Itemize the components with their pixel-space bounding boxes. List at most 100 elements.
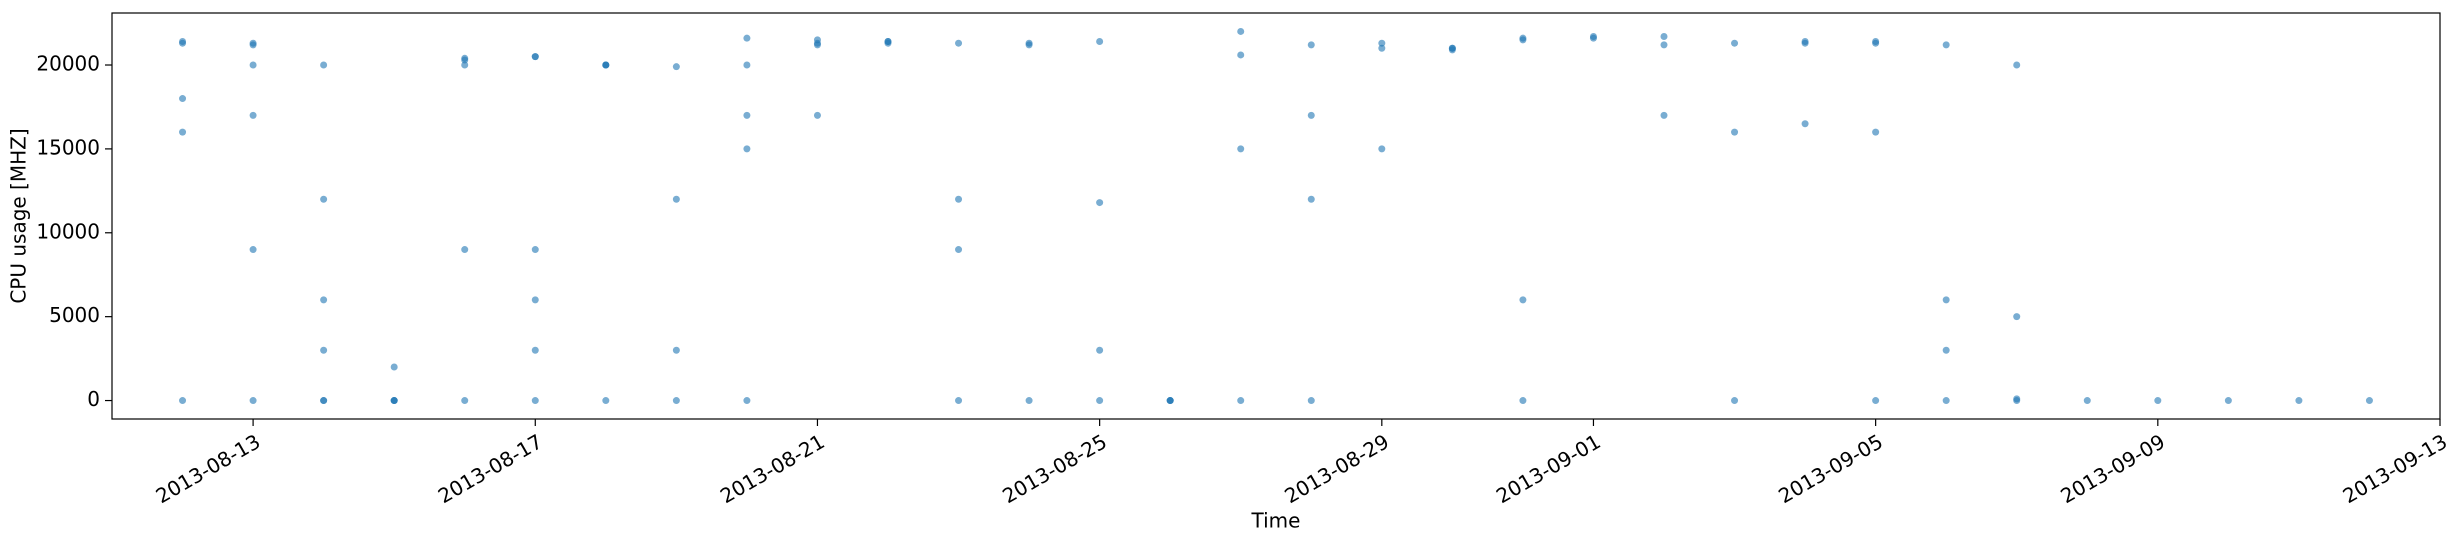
data-point (249, 39, 257, 47)
x-tick-label: 2013-09-01 (1492, 429, 1605, 508)
data-point (672, 397, 680, 405)
data-point (955, 39, 963, 47)
data-point (1307, 111, 1315, 119)
data-point (1801, 120, 1809, 128)
y-tick-label: 15000 (36, 135, 100, 159)
data-point (320, 397, 328, 405)
data-point (1096, 38, 1104, 46)
data-point (531, 53, 539, 61)
data-point (179, 397, 187, 405)
data-point (1166, 397, 1174, 405)
data-point (249, 61, 257, 69)
y-tick-label: 0 (87, 387, 100, 411)
data-point (1731, 39, 1739, 47)
data-point (179, 38, 187, 46)
data-point (1872, 397, 1880, 405)
data-point (1731, 128, 1739, 136)
data-point (320, 346, 328, 354)
data-point (1378, 44, 1386, 52)
data-point (2295, 397, 2303, 405)
data-point (1519, 296, 1527, 304)
y-tick-label: 10000 (36, 219, 100, 243)
x-tick-label: 2013-08-25 (998, 429, 1111, 508)
data-point (249, 397, 257, 405)
data-point (743, 397, 751, 405)
data-point (955, 246, 963, 254)
data-point (390, 363, 398, 371)
data-point (531, 246, 539, 254)
data-point (1307, 397, 1315, 405)
data-point (320, 195, 328, 203)
data-point (1801, 38, 1809, 46)
data-point (249, 246, 257, 254)
data-point (1307, 195, 1315, 203)
data-point (1237, 27, 1245, 35)
data-point (1872, 128, 1880, 136)
data-point (813, 39, 821, 47)
data-point (1096, 199, 1104, 207)
data-point (1942, 296, 1950, 304)
data-point (1519, 397, 1527, 405)
x-tick-label: 2013-09-09 (2056, 429, 2169, 508)
x-tick-label: 2013-08-13 (152, 429, 265, 508)
data-point (884, 38, 892, 46)
data-point (2013, 395, 2021, 403)
data-point (461, 246, 469, 254)
x-tick-label: 2013-09-05 (1774, 429, 1887, 508)
data-point (531, 346, 539, 354)
data-point (672, 195, 680, 203)
data-point (1378, 39, 1386, 47)
data-point (390, 397, 398, 405)
data-point (249, 111, 257, 119)
data-point (2154, 397, 2162, 405)
data-point (743, 34, 751, 42)
data-point (179, 95, 187, 103)
data-point (461, 397, 469, 405)
x-tick-label: 2013-08-17 (434, 429, 547, 508)
data-point (955, 397, 963, 405)
data-point (602, 61, 610, 69)
data-point (1731, 397, 1739, 405)
data-point (1660, 41, 1668, 49)
x-tick-label: 2013-08-21 (716, 429, 829, 508)
data-point (672, 346, 680, 354)
data-point (743, 61, 751, 69)
data-point (531, 397, 539, 405)
x-tick-label: 2013-08-29 (1280, 429, 1393, 508)
data-point (2083, 397, 2091, 405)
data-point (1096, 397, 1104, 405)
data-point (1237, 397, 1245, 405)
data-point (320, 296, 328, 304)
y-tick-label: 20000 (36, 52, 100, 76)
data-point (1589, 32, 1597, 40)
data-point (2365, 397, 2373, 405)
data-point (1942, 346, 1950, 354)
x-axis-label: Time (1251, 509, 1301, 533)
data-point (461, 61, 469, 69)
x-tick-label: 2013-09-13 (2339, 429, 2450, 508)
data-point (672, 63, 680, 71)
plot-frame (111, 12, 2441, 420)
data-point (602, 397, 610, 405)
data-point (1237, 51, 1245, 59)
data-point (1942, 397, 1950, 405)
data-point (320, 61, 328, 69)
data-point (1378, 145, 1386, 153)
data-point (743, 111, 751, 119)
data-point (2224, 397, 2232, 405)
data-point (2013, 61, 2021, 69)
data-point (1942, 41, 1950, 49)
data-point (743, 145, 751, 153)
data-point (1519, 36, 1527, 44)
data-point (1096, 346, 1104, 354)
data-point (1872, 39, 1880, 47)
data-point (1237, 145, 1245, 153)
data-point (1660, 32, 1668, 40)
data-point (1307, 41, 1315, 49)
data-point (179, 128, 187, 136)
data-point (461, 54, 469, 62)
data-point (1025, 397, 1033, 405)
data-point (1025, 39, 1033, 47)
data-point (813, 111, 821, 119)
